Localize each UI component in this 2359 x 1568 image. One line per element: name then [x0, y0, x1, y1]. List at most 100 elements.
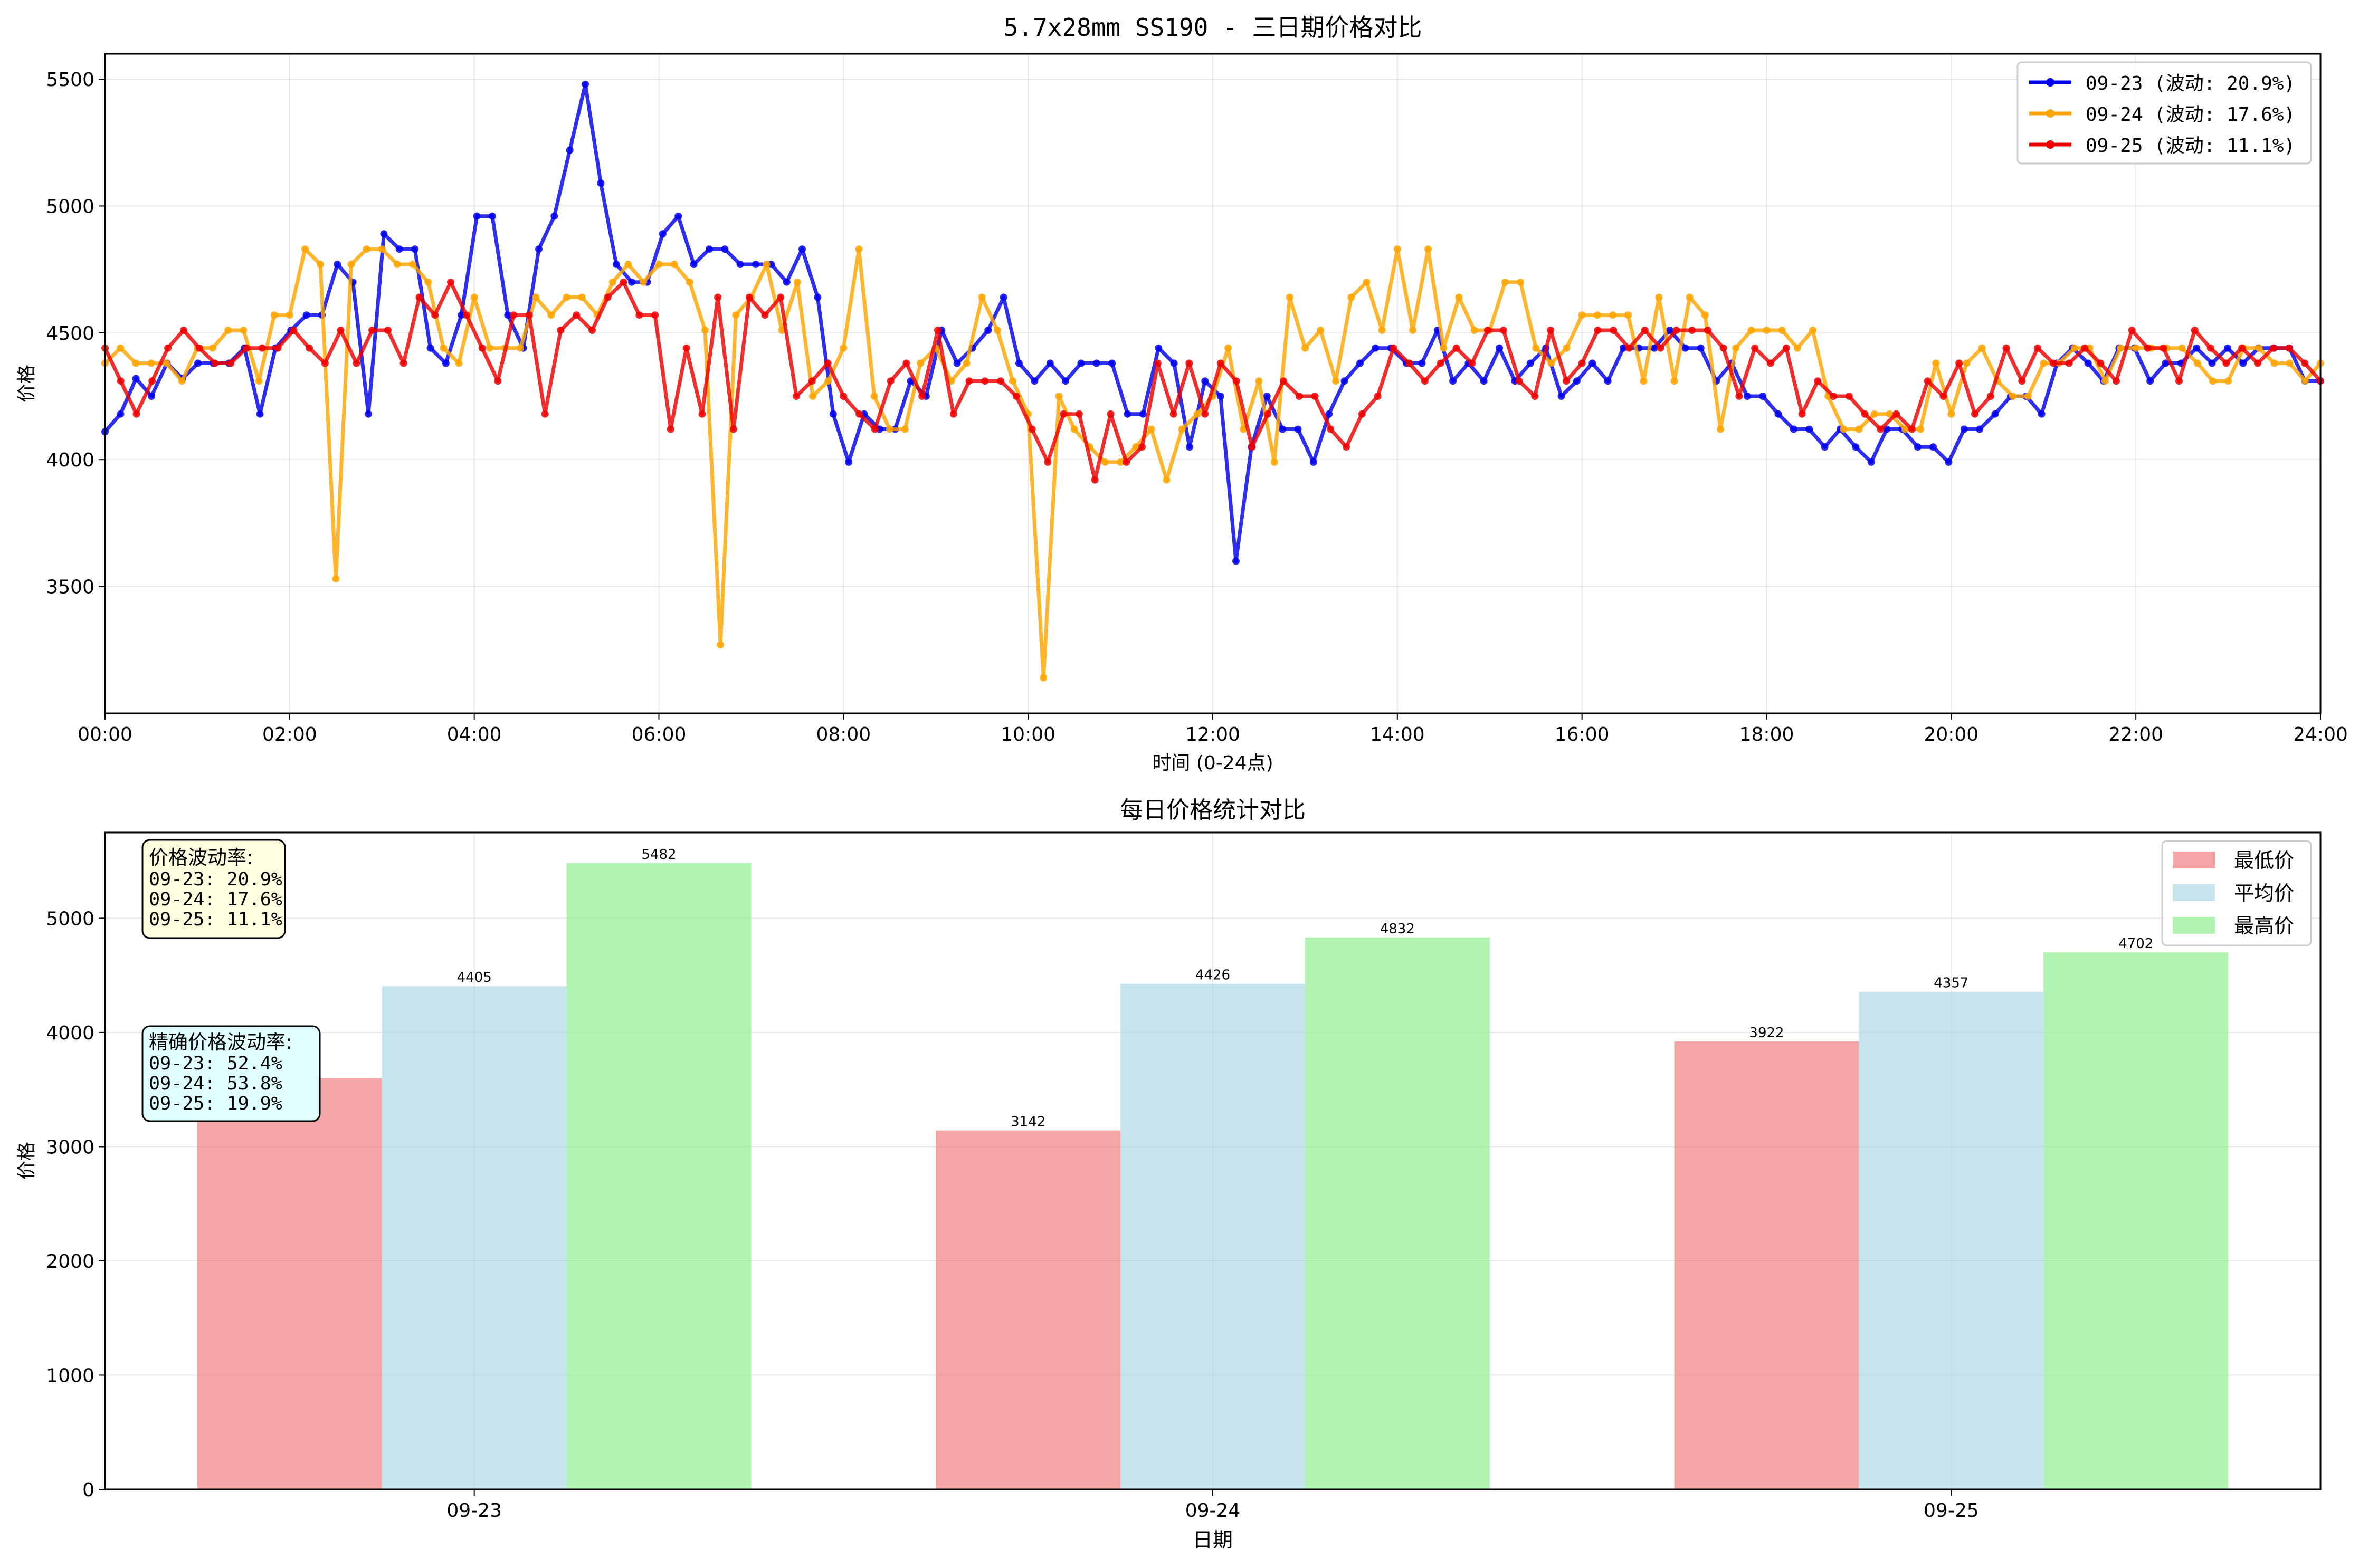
data-point: [1763, 327, 1771, 334]
bar-value-label: 4357: [1934, 976, 1968, 991]
x-tick-label: 02:00: [262, 724, 317, 745]
data-point: [1766, 359, 1774, 367]
data-point: [504, 311, 512, 319]
data-point: [557, 327, 565, 334]
data-point: [1751, 344, 1759, 352]
data-point: [783, 278, 791, 286]
data-point: [1732, 344, 1740, 352]
data-point: [224, 327, 232, 334]
data-point: [2193, 359, 2201, 367]
bar-value-label: 4405: [457, 970, 492, 986]
data-point: [845, 458, 853, 466]
data-point: [1092, 359, 1100, 367]
data-point: [365, 410, 373, 418]
data-point: [2238, 344, 2246, 352]
data-point: [424, 278, 432, 286]
data-point: [1759, 393, 1767, 400]
data-point: [1640, 377, 1648, 385]
legend-entry-0925: 09-25 (波动: 11.1%): [2029, 135, 2295, 157]
data-point: [1986, 393, 1994, 400]
line-chart: 5.7x28mm SS190 - 三日期价格对比 00:00 02:00 04:00…: [16, 13, 2348, 774]
data-point: [902, 359, 910, 367]
data-point: [1573, 377, 1581, 385]
data-point: [1356, 359, 1364, 367]
data-point: [918, 393, 926, 400]
data-point: [814, 293, 822, 301]
data-point: [2009, 393, 2016, 400]
x-tick-label: 14:00: [1370, 724, 1425, 745]
data-point: [984, 327, 992, 334]
data-point: [1378, 327, 1386, 334]
data-point: [1701, 311, 1709, 319]
data-point: [1688, 327, 1696, 334]
data-point: [306, 344, 313, 352]
data-point: [1782, 344, 1790, 352]
data-point: [1499, 327, 1507, 334]
data-point: [473, 212, 481, 220]
data-point: [1124, 410, 1131, 418]
data-point: [1861, 410, 1869, 418]
data-point: [855, 410, 863, 418]
data-point: [2024, 393, 2032, 400]
data-point: [1216, 359, 1224, 367]
data-point: [620, 278, 627, 286]
data-point: [1855, 425, 1863, 433]
data-point: [1484, 327, 1491, 334]
bar-chart-y-ticks: 0 1000 2000 3000 4000 5000: [46, 908, 105, 1501]
data-point: [717, 641, 725, 649]
data-point: [1867, 458, 1875, 466]
data-point: [978, 293, 986, 301]
data-point: [1939, 393, 1947, 400]
bar-value-label: 4702: [2118, 936, 2153, 952]
data-point: [1264, 410, 1272, 418]
data-point: [1870, 410, 1878, 418]
data-point: [1263, 393, 1271, 400]
x-tick-label: 20:00: [1924, 724, 1978, 745]
data-point: [1624, 311, 1632, 319]
data-point: [667, 425, 674, 433]
data-point: [378, 245, 386, 253]
data-point: [1155, 344, 1163, 352]
data-point: [2128, 327, 2136, 334]
x-tick-label: 16:00: [1555, 724, 1610, 745]
data-point: [399, 359, 407, 367]
data-point: [566, 146, 574, 154]
data-point: [1107, 410, 1115, 418]
data-point: [2208, 359, 2216, 367]
data-point: [1108, 359, 1116, 367]
data-point: [1279, 425, 1287, 433]
data-point: [1440, 344, 1448, 352]
data-point: [1790, 425, 1797, 433]
x-tick-label: 09-23: [446, 1500, 502, 1522]
data-point: [494, 377, 502, 385]
data-point: [1040, 674, 1048, 682]
data-point: [1588, 359, 1596, 367]
data-point: [2253, 359, 2261, 367]
data-point: [148, 393, 156, 400]
data-point: [525, 311, 533, 319]
data-point: [1778, 327, 1786, 334]
data-point: [1452, 344, 1460, 352]
data-point: [1517, 278, 1525, 286]
bar: [197, 1078, 382, 1489]
data-point: [411, 245, 419, 253]
data-point: [1470, 327, 1478, 334]
legend-label: 09-25 (波动: 11.1%): [2086, 135, 2295, 157]
data-point: [736, 261, 744, 268]
data-point: [194, 359, 202, 367]
data-point: [1480, 377, 1488, 385]
line-chart-legend-box: [2016, 61, 2312, 165]
data-point: [963, 359, 971, 367]
data-point: [132, 359, 140, 367]
data-point: [164, 344, 172, 352]
x-tick-label: 24:00: [2293, 724, 2348, 745]
data-point: [2175, 377, 2183, 385]
legend-swatch-max: [2173, 917, 2215, 934]
data-point: [1686, 293, 1694, 301]
data-point: [2049, 359, 2057, 367]
data-point: [1201, 410, 1209, 418]
data-point: [1405, 359, 1413, 367]
bar: [1674, 1041, 1859, 1489]
data-point: [486, 344, 493, 352]
legend-entry-0924: 09-24 (波动: 17.6%): [2029, 104, 2295, 126]
